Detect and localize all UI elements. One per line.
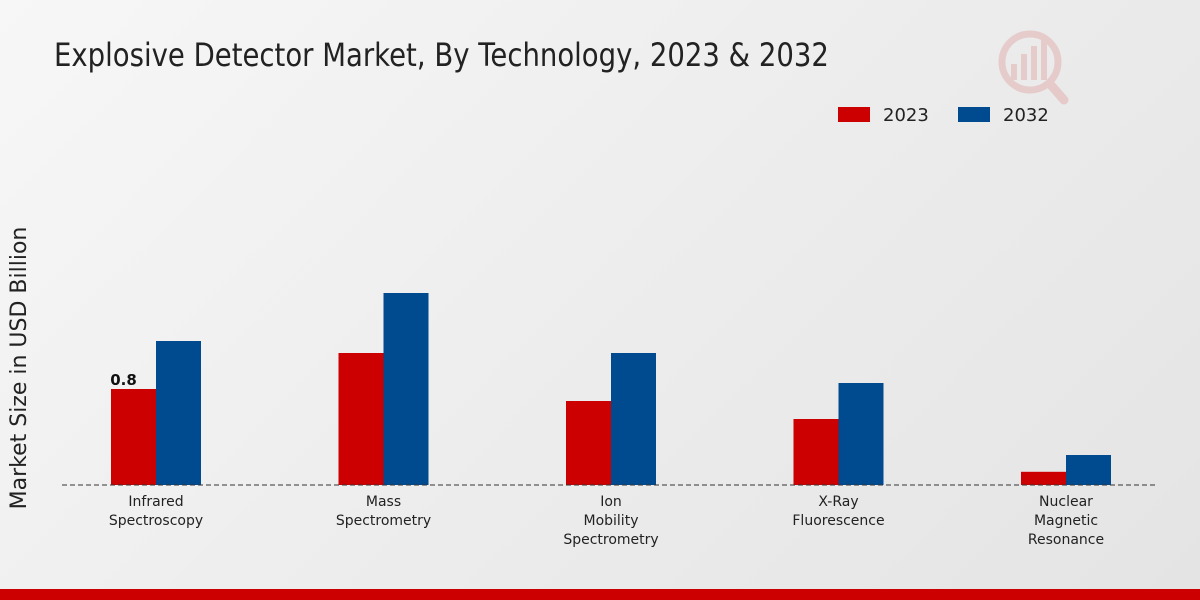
bar-2032-4 [1066,455,1111,485]
x-tick-labels: Infrared Spectroscopy Mass Spectrometry Ion M… [109,494,1104,548]
bar-2032-1 [383,293,429,485]
x-tick-label: Spectrometry [336,513,431,529]
legend-label-2032: 2032 [1003,105,1049,126]
legend-swatch-2023 [838,107,870,122]
bar-2023-2 [566,401,611,485]
x-tick-label: Fluorescence [792,513,884,529]
x-tick-label: X-Ray [818,494,858,510]
x-tick-label: Spectrometry [563,532,658,548]
x-tick-label: Spectroscopy [109,513,203,529]
x-tick-label: Infrared [128,494,183,510]
bar-2032-2 [611,353,656,485]
x-tick-label: Mass [366,494,401,510]
bar-2023-3 [793,419,839,485]
x-tick-label: Resonance [1028,532,1104,548]
bar-2023-1 [338,353,384,485]
x-tick-label: Nuclear [1039,494,1093,510]
bar-2023-0 [111,389,156,485]
data-label: 0.8 [110,371,137,389]
bar-2032-3 [838,383,884,485]
y-axis-label: Market Size in USD Billion [7,227,32,510]
legend: 2023 2032 [838,105,1049,126]
data-labels: 0.8 [110,371,137,389]
bar-2023-4 [1021,471,1066,485]
bar-2032-0 [156,341,201,485]
x-tick-label: Mobility [584,513,639,529]
x-tick-label: Magnetic [1034,513,1098,529]
legend-label-2023: 2023 [883,105,929,126]
bottom-accent-bar [0,589,1200,600]
legend-swatch-2032 [958,107,990,122]
watermark-logo-icon [998,30,1069,105]
chart-title: Explosive Detector Market, By Technology… [54,36,829,74]
x-tick-label: Ion [600,494,622,510]
bars-group [111,293,1111,485]
